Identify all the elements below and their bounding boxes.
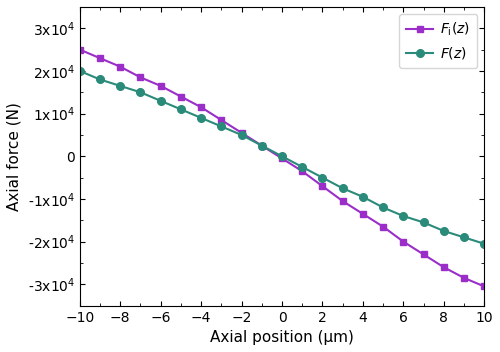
$F(z)$ [259, 144, 265, 148]
X-axis label: Axial position (μm): Axial position (μm) [210, 330, 354, 345]
$F(z)$ [481, 242, 487, 246]
$F(z)$ [158, 99, 164, 103]
$F_{\mathrm{i}}(z)$ [238, 131, 244, 135]
$F(z)$ [461, 235, 467, 239]
$F_{\mathrm{i}}(z)$ [279, 156, 285, 161]
$F_{\mathrm{i}}(z)$ [400, 239, 406, 244]
$F_{\mathrm{i}}(z)$ [138, 75, 143, 80]
$F_{\mathrm{i}}(z)$ [320, 184, 326, 188]
$F_{\mathrm{i}}(z)$ [340, 199, 345, 203]
$F_{\mathrm{i}}(z)$ [299, 169, 305, 173]
$F(z)$ [97, 77, 103, 82]
$F_{\mathrm{i}}(z)$ [218, 118, 224, 122]
$F_{\mathrm{i}}(z)$ [461, 276, 467, 280]
$F(z)$ [320, 176, 326, 180]
Line: $F_{\mathrm{i}}(z)$: $F_{\mathrm{i}}(z)$ [76, 46, 488, 290]
$F(z)$ [117, 84, 123, 88]
$F_{\mathrm{i}}(z)$ [158, 84, 164, 88]
$F(z)$ [77, 69, 83, 73]
Y-axis label: Axial force (N): Axial force (N) [7, 102, 22, 211]
$F_{\mathrm{i}}(z)$ [178, 94, 184, 99]
Legend: $F_{\mathrm{i}}(z)$, $F(z)$: $F_{\mathrm{i}}(z)$, $F(z)$ [398, 14, 477, 68]
$F(z)$ [299, 165, 305, 169]
$F_{\mathrm{i}}(z)$ [380, 225, 386, 229]
$F(z)$ [340, 186, 345, 190]
$F(z)$ [238, 133, 244, 137]
$F(z)$ [380, 205, 386, 209]
$F(z)$ [441, 229, 447, 233]
$F(z)$ [420, 220, 426, 225]
$F_{\mathrm{i}}(z)$ [360, 212, 366, 216]
$F(z)$ [178, 107, 184, 112]
$F_{\mathrm{i}}(z)$ [77, 48, 83, 52]
$F(z)$ [218, 124, 224, 128]
$F_{\mathrm{i}}(z)$ [198, 105, 204, 109]
$F_{\mathrm{i}}(z)$ [259, 144, 265, 148]
$F(z)$ [360, 195, 366, 199]
$F_{\mathrm{i}}(z)$ [481, 284, 487, 289]
$F_{\mathrm{i}}(z)$ [97, 56, 103, 60]
$F(z)$ [138, 90, 143, 94]
$F(z)$ [400, 214, 406, 218]
$F(z)$ [198, 116, 204, 120]
$F_{\mathrm{i}}(z)$ [117, 64, 123, 69]
$F_{\mathrm{i}}(z)$ [420, 252, 426, 257]
$F_{\mathrm{i}}(z)$ [441, 265, 447, 269]
Line: $F(z)$: $F(z)$ [76, 67, 488, 247]
$F(z)$ [279, 154, 285, 158]
